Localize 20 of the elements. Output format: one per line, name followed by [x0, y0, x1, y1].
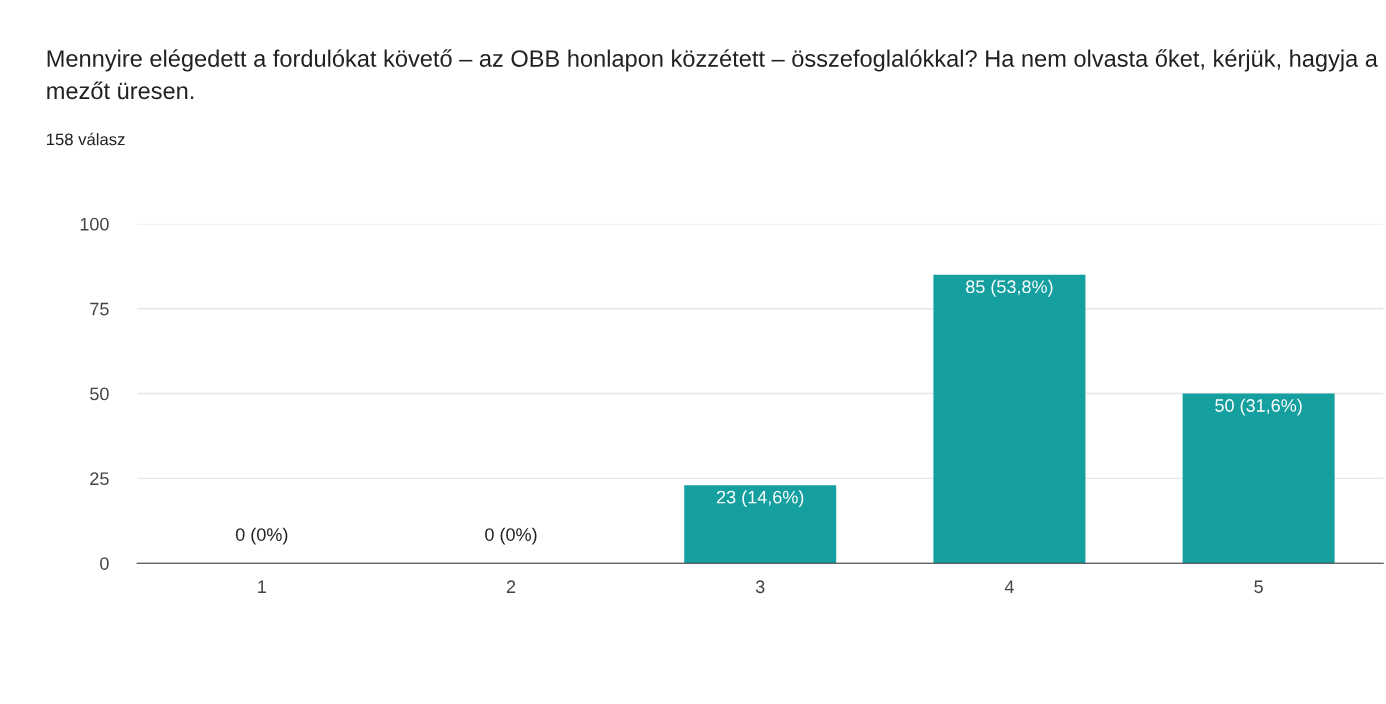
data-label: 85 (53,8%)	[966, 279, 1053, 297]
y-tick-label: 75	[90, 302, 109, 316]
x-tick-label: 5	[1254, 580, 1263, 594]
x-tick-label: 3	[755, 580, 765, 594]
chart-subtitle: 158 válasz	[47, 132, 125, 146]
x-tick-label: 2	[506, 580, 516, 593]
data-label: 0 (0%)	[485, 527, 537, 545]
bar	[1182, 393, 1335, 564]
data-label: 50 (31,6%)	[1215, 398, 1302, 416]
bar	[933, 274, 1086, 564]
x-tick-label: 4	[1004, 580, 1014, 593]
data-label: 0 (0%)	[235, 527, 288, 545]
bar	[684, 485, 837, 564]
y-tick-label: 25	[90, 472, 109, 486]
x-tick-label: 1	[258, 580, 266, 593]
data-label: 23 (14,6%)	[716, 490, 804, 508]
y-tick-label: 100	[80, 217, 109, 231]
y-tick-label: 50	[90, 387, 109, 401]
chart-title: Mennyire elégedett a fordulókat követő – az OBB honlapon közzétett – összefoglalókkal? Ha nem olvasta őket, kérjük, hagyja a mezőt üresen.	[47, 49, 1378, 100]
y-tick-label: 0	[100, 557, 109, 570]
